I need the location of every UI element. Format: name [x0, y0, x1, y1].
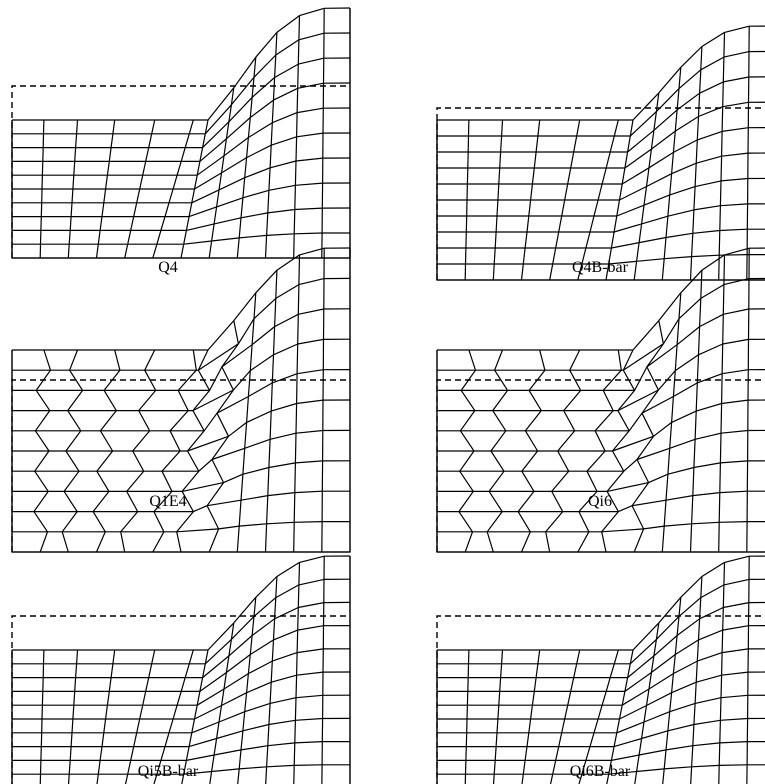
mesh-column-line [209, 623, 234, 784]
mesh-column-line [662, 67, 681, 280]
mesh-row-line [12, 183, 350, 217]
mesh-row-line [437, 672, 765, 719]
mesh-row-line [12, 370, 350, 431]
mesh-row-line [12, 672, 350, 719]
mesh-row-line [437, 51, 765, 136]
panel-label-q4: Q4 [158, 259, 178, 276]
panel-label-qi5b-bar: Qi5B-bar [138, 763, 199, 780]
mesh-column-line [266, 270, 277, 552]
mesh-row-line [437, 742, 765, 761]
undeformed-boundary [437, 616, 765, 784]
mesh-column-line [266, 32, 277, 258]
mesh-boundary [437, 26, 765, 280]
mesh-row-line [12, 602, 350, 677]
mesh-row-line [12, 208, 350, 230]
mesh-column-line [465, 650, 469, 784]
mesh-row-line [12, 83, 350, 161]
mesh-row-line [437, 153, 765, 200]
mesh-row-line [437, 522, 765, 532]
mesh-column-line [40, 650, 44, 784]
panel-qi6b-bar [437, 556, 765, 784]
mesh-boundary [437, 556, 765, 784]
mesh-row-line [437, 556, 765, 650]
mesh-column-line [719, 562, 725, 784]
mesh-row-line [12, 158, 350, 203]
mesh-row-line [12, 400, 350, 451]
panel-label-q1e4: Q1E4 [149, 493, 186, 510]
mesh-row-line [437, 370, 765, 431]
mesh-column-line [237, 597, 256, 784]
mesh-row-line [437, 77, 765, 152]
mesh-column-line [493, 650, 502, 784]
mesh-column-line [632, 321, 663, 552]
mesh-column-line [266, 577, 277, 784]
mesh-column-line [747, 556, 749, 784]
mesh-column-line [522, 650, 540, 784]
mesh-column-line [294, 562, 300, 784]
panel-q4b-bar [437, 26, 765, 280]
mesh-column-line [68, 650, 77, 784]
mesh-row-line [437, 579, 765, 664]
mesh-row-line [437, 204, 765, 232]
mesh-row-line [437, 26, 765, 120]
mesh-row-line [437, 602, 765, 677]
mesh-row-line [437, 695, 765, 733]
mesh-row-line [12, 233, 350, 244]
mesh-row-line [12, 742, 350, 761]
panel-qi5b-bar [12, 556, 350, 784]
mesh-row-line [12, 626, 350, 692]
mesh-column-line [97, 650, 115, 784]
mesh-column-line [691, 577, 702, 784]
mesh-column-line [207, 321, 238, 552]
mesh-column-line [691, 47, 702, 281]
mesh-row-line [437, 278, 765, 370]
mesh-row-line [12, 461, 350, 492]
panel-label-q4b-bar: Q4B-bar [572, 259, 629, 276]
mesh-row-line [437, 626, 765, 692]
mesh-column-line [237, 57, 256, 258]
mesh-row-line [12, 695, 350, 733]
mesh-row-line [437, 461, 765, 492]
mesh-row-line [12, 33, 350, 134]
panel-label-qi6b-bar: Qi6B-bar [570, 763, 631, 780]
mesh-column-line [634, 623, 659, 784]
mesh-column-line [322, 556, 324, 784]
panel-q4 [12, 8, 350, 258]
mesh-column-line [662, 597, 681, 784]
panel-label-qi6: Qi6 [588, 493, 612, 510]
mesh-row-line [12, 108, 350, 175]
undeformed-boundary [12, 616, 350, 784]
mesh-column-line [691, 270, 702, 552]
